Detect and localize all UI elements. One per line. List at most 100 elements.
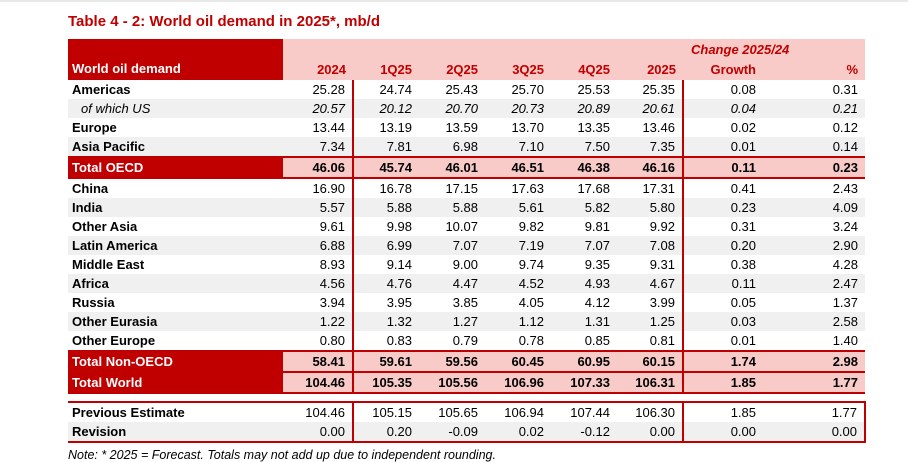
value-cell: 107.33: [551, 371, 617, 394]
value-cell: 13.70: [511, 120, 544, 135]
col-header-2024: 2024: [283, 59, 353, 80]
page-title: Table 4 - 2: World oil demand in 2025*, …: [68, 13, 381, 30]
col-header-2q25: 2Q25: [419, 59, 485, 80]
row-label: Americas: [72, 82, 131, 97]
value-cell: 10.07: [445, 219, 478, 234]
value-cell: 58.41: [283, 350, 354, 373]
value-cell: 9.31: [617, 255, 684, 274]
world-oil-demand-table: World oil demand Change 2025/24 2024 1Q2…: [68, 39, 866, 443]
table-row: Russia 3.94 3.95 3.85 4.05 4.12 3.99 0.05 1.37: [68, 293, 865, 312]
value-cell: 105.35: [353, 371, 419, 394]
value-cell: 0.01: [730, 333, 756, 348]
table-row: Africa 4.56 4.76 4.47 4.52 4.93 4.67 0.11 2.47: [68, 274, 865, 293]
value-cell: 104.46: [283, 371, 354, 394]
value-cell: 9.74: [518, 257, 544, 272]
value-cell: 0.12: [832, 120, 858, 135]
value-cell: 17.68: [577, 181, 610, 196]
value-cell: 0.23: [683, 198, 772, 217]
value-cell: 45.74: [353, 156, 419, 179]
value-cell: 0.78: [518, 333, 544, 348]
value-cell: 9.35: [584, 257, 610, 272]
value-cell: 4.28: [832, 257, 858, 272]
value-cell: 4.67: [617, 274, 684, 293]
row-label: China: [72, 181, 109, 196]
table-row: of which US 20.57 20.12 20.70 20.73 20.89 20.6…: [68, 99, 865, 118]
value-cell: 9.92: [617, 217, 684, 236]
value-cell: 1.12: [485, 312, 551, 331]
col-header-growth: Growth: [683, 59, 772, 80]
value-cell: 0.00: [617, 422, 684, 443]
value-cell: 46.06: [283, 156, 354, 179]
value-cell: 0.38: [730, 257, 756, 272]
value-cell: 105.15: [353, 401, 419, 422]
value-cell: 1.85: [683, 401, 772, 422]
value-cell: 4.12: [584, 295, 610, 310]
value-cell: 1.85: [683, 371, 772, 394]
value-cell: 7.19: [485, 236, 551, 255]
value-cell: 9.98: [386, 219, 412, 234]
value-cell: 0.08: [730, 82, 756, 97]
table-row: Middle East 8.93 9.14 9.00 9.74 9.35 9.31 0.38 4…: [68, 255, 865, 274]
value-cell: 0.23: [772, 156, 865, 179]
value-cell: 1.77: [772, 371, 865, 394]
value-cell: 106.31: [617, 371, 684, 394]
value-cell: 17.15: [445, 181, 478, 196]
row-label: Russia: [72, 295, 115, 310]
value-cell: 0.11: [683, 156, 772, 179]
value-cell: 25.28: [283, 80, 354, 99]
value-cell: 5.88: [353, 198, 419, 217]
value-cell: 107.44: [551, 401, 617, 422]
value-cell: 2.90: [772, 236, 865, 255]
value-cell: 17.31: [617, 178, 684, 198]
row-label: Total World: [68, 371, 283, 394]
value-cell: 7.50: [551, 137, 617, 157]
value-cell: 0.21: [772, 99, 865, 118]
table-row: India 5.57 5.88 5.88 5.61 5.82 5.80 0.23 4.09: [68, 198, 865, 217]
value-cell: 3.24: [832, 219, 858, 234]
row-label: Middle East: [72, 257, 145, 272]
row-label: Europe: [72, 120, 117, 135]
value-cell: 5.57: [283, 198, 354, 217]
value-cell: 3.95: [386, 295, 412, 310]
value-cell: 7.07: [551, 236, 617, 255]
value-cell: 60.45: [485, 350, 551, 373]
value-cell: 4.52: [485, 274, 551, 293]
value-cell: 0.80: [283, 331, 354, 351]
value-cell: 106.30: [617, 401, 684, 422]
table-header: World oil demand Change 2025/24 2024 1Q2…: [68, 39, 865, 80]
value-cell: 13.44: [283, 118, 354, 137]
value-cell: -0.09: [419, 422, 485, 443]
spacer-row: [68, 393, 865, 402]
value-cell: 5.80: [617, 198, 684, 217]
col-header-percent: %: [772, 59, 865, 80]
value-cell: 17.63: [511, 181, 544, 196]
value-cell: 46.01: [419, 156, 485, 179]
value-cell: 0.03: [683, 312, 772, 331]
value-cell: 46.38: [551, 156, 617, 179]
value-cell: 7.07: [419, 236, 485, 255]
value-cell: 4.76: [353, 274, 419, 293]
row-label: Other Europe: [72, 333, 156, 348]
value-cell: 0.83: [386, 333, 412, 348]
value-cell: 0.20: [683, 236, 772, 255]
table-row: Total Non-OECD 58.41 59.61 59.56 60.45 60.95 6…: [68, 350, 865, 373]
value-cell: 0.79: [452, 333, 478, 348]
value-cell: 20.70: [419, 99, 485, 118]
value-cell: 4.93: [551, 274, 617, 293]
table-row: Total World 104.46 105.35 105.56 106.96 107.3…: [68, 371, 865, 394]
value-cell: 20.61: [617, 99, 684, 118]
row-label: of which US: [68, 99, 283, 118]
value-cell: 9.81: [584, 219, 610, 234]
value-cell: 3.85: [452, 295, 478, 310]
value-cell: 2.58: [772, 312, 865, 331]
value-cell: 0.11: [683, 274, 772, 293]
value-cell: 7.34: [283, 137, 354, 157]
corner-header: World oil demand: [68, 39, 283, 80]
row-label: Total OECD: [68, 156, 283, 179]
value-cell: 4.09: [772, 198, 865, 217]
table-row: China 16.90 16.78 17.15 17.63 17.68 17.31 0.41 2…: [68, 178, 865, 198]
value-cell: 16.78: [379, 181, 412, 196]
table-row: Other Europe 0.80 0.83 0.79 0.78 0.85 0.81 0.01…: [68, 331, 865, 351]
value-cell: 104.46: [283, 401, 354, 422]
